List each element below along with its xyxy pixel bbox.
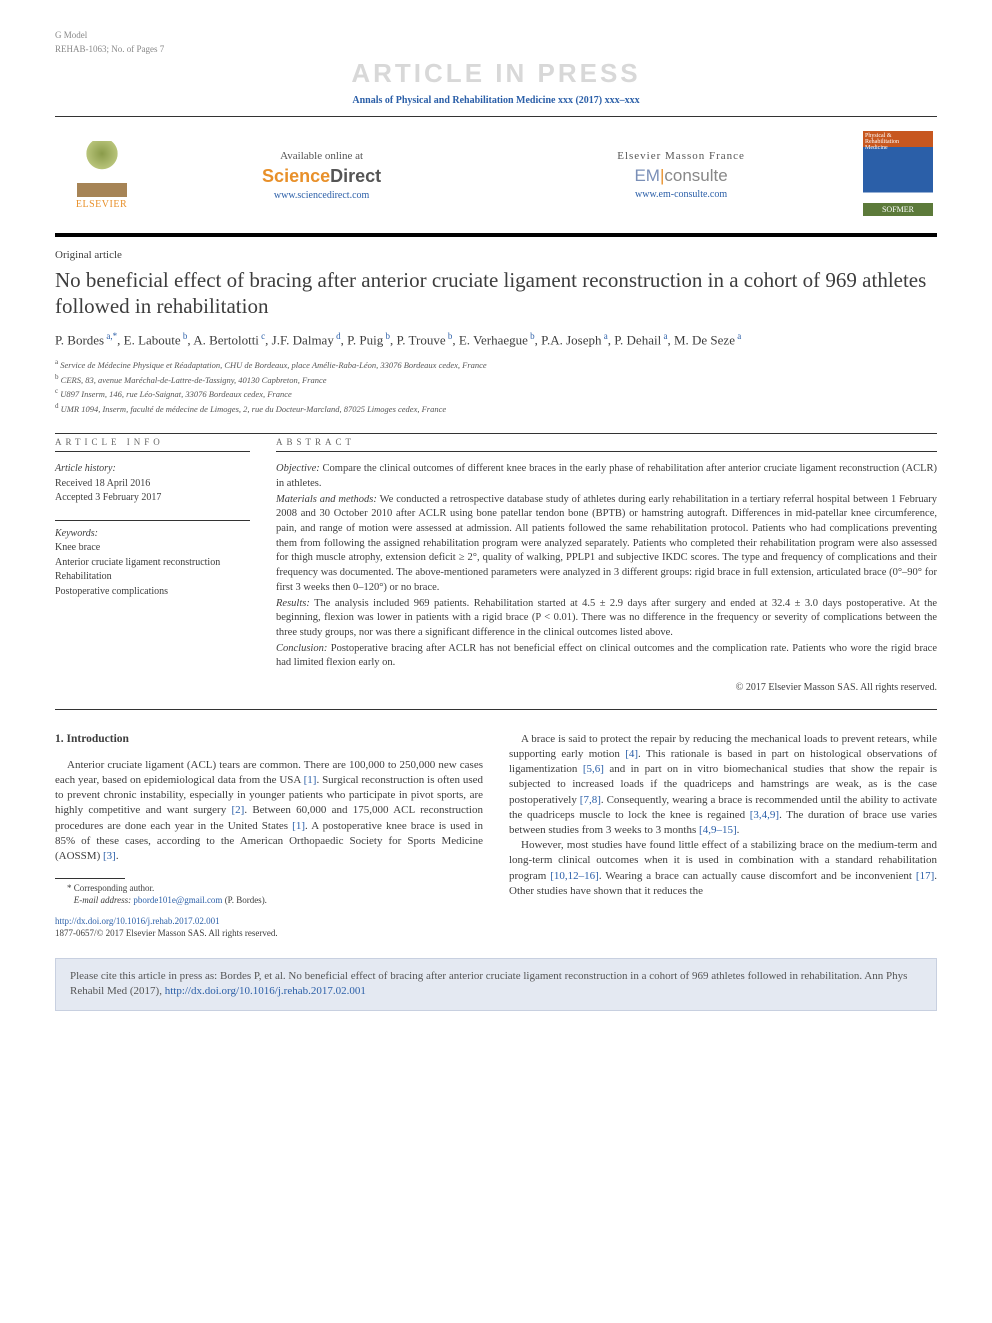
ref-link[interactable]: [1] [292, 820, 305, 832]
ref-line: REHAB-1063; No. of Pages 7 [55, 44, 937, 54]
intro-paragraph-1: Anterior cruciate ligament (ACL) tears a… [55, 758, 483, 864]
sciencedirect-block: Available online at ScienceDirect www.sc… [262, 150, 381, 201]
sciencedirect-brand: ScienceDirect [262, 166, 381, 187]
email-footnote: E-mail address: pborde101e@gmail.com (P.… [55, 895, 483, 907]
ref-link[interactable]: [7,8] [580, 794, 601, 806]
ref-link[interactable]: [4] [625, 748, 638, 760]
publisher-header: ELSEVIER Available online at ScienceDire… [55, 116, 937, 237]
keywords-head: Keywords: [55, 527, 250, 542]
ref-link[interactable]: [17] [916, 870, 934, 882]
ref-link[interactable]: [5,6] [583, 763, 604, 775]
article-type: Original article [55, 249, 937, 261]
body-column-left: 1. Introduction Anterior cruciate ligame… [55, 732, 483, 940]
elsevier-label: ELSEVIER [59, 199, 144, 210]
ref-link[interactable]: [3,4,9] [750, 809, 779, 821]
sofmer-label: SOFMER [863, 203, 933, 216]
model-line: G Model [55, 30, 937, 40]
available-label: Available online at [262, 150, 381, 162]
affiliations: a Service de Médecine Physique et Réadap… [55, 357, 937, 415]
keyword: Postoperative complications [55, 585, 250, 600]
conclusion-text: Postoperative bracing after ACLR has not… [276, 643, 937, 669]
elsevier-tree-icon [77, 141, 127, 197]
results-text: The analysis included 969 patients. Reha… [276, 598, 937, 638]
corresponding-author: * Corresponding author. [55, 883, 483, 895]
ref-link[interactable]: [4,9–15] [699, 824, 737, 836]
article-title: No beneficial effect of bracing after an… [55, 267, 937, 320]
received-date: Received 18 April 2016 [55, 477, 250, 492]
keyword: Knee brace [55, 541, 250, 556]
article-info-label: ARTICLE INFO [55, 437, 250, 452]
em-label: Elsevier Masson France [617, 150, 745, 162]
citation-box: Please cite this article in press as: Bo… [55, 958, 937, 1011]
doi-link[interactable]: http://dx.doi.org/10.1016/j.rehab.2017.0… [55, 916, 220, 926]
intro-paragraph-3: However, most studies have found little … [509, 838, 937, 899]
abstract-copyright: © 2017 Elsevier Masson SAS. All rights r… [276, 681, 937, 695]
body-column-right: A brace is said to protect the repair by… [509, 732, 937, 940]
ref-link[interactable]: [2] [231, 804, 244, 816]
methods-label: Materials and methods: [276, 494, 377, 505]
history-head: Article history: [55, 462, 250, 477]
watermark: ARTICLE IN PRESS [55, 58, 937, 89]
emconsulte-brand: EM|consulte [617, 166, 745, 186]
ref-link[interactable]: [3] [103, 850, 116, 862]
author-list: P. Bordes a,*, E. Laboute b, A. Bertolot… [55, 330, 937, 350]
citation-doi-link[interactable]: http://dx.doi.org/10.1016/j.rehab.2017.0… [165, 985, 366, 997]
methods-text: We conducted a retrospective database st… [276, 494, 937, 593]
objective-label: Objective: [276, 463, 320, 474]
conclusion-label: Conclusion: [276, 643, 327, 654]
author-email-link[interactable]: pborde101e@gmail.com [133, 895, 222, 905]
emconsulte-link[interactable]: www.em-consulte.com [617, 189, 745, 200]
emconsulte-block: Elsevier Masson France EM|consulte www.e… [617, 150, 745, 200]
abstract-label: ABSTRACT [276, 437, 937, 452]
ref-link[interactable]: [10,12–16] [550, 870, 599, 882]
intro-paragraph-2: A brace is said to protect the repair by… [509, 732, 937, 838]
article-info-column: ARTICLE INFO Article history: Received 1… [55, 437, 250, 695]
journal-cover-thumb: Physical & Rehabilitation Medicine SOFME… [863, 131, 933, 219]
sciencedirect-link[interactable]: www.sciencedirect.com [262, 190, 381, 201]
body-columns: 1. Introduction Anterior cruciate ligame… [55, 732, 937, 940]
footnote-separator [55, 878, 125, 879]
abstract-column: ABSTRACT Objective: Compare the clinical… [276, 437, 937, 695]
ref-link[interactable]: [1] [304, 774, 317, 786]
keyword: Rehabilitation [55, 570, 250, 585]
journal-citation: Annals of Physical and Rehabilitation Me… [55, 95, 937, 106]
accepted-date: Accepted 3 February 2017 [55, 491, 250, 506]
keyword: Anterior cruciate ligament reconstructio… [55, 556, 250, 571]
issn-copyright: 1877-0657/© 2017 Elsevier Masson SAS. Al… [55, 928, 278, 938]
intro-heading: 1. Introduction [55, 732, 483, 748]
elsevier-logo: ELSEVIER [59, 141, 144, 210]
objective-text: Compare the clinical outcomes of differe… [276, 463, 937, 489]
results-label: Results: [276, 598, 310, 609]
